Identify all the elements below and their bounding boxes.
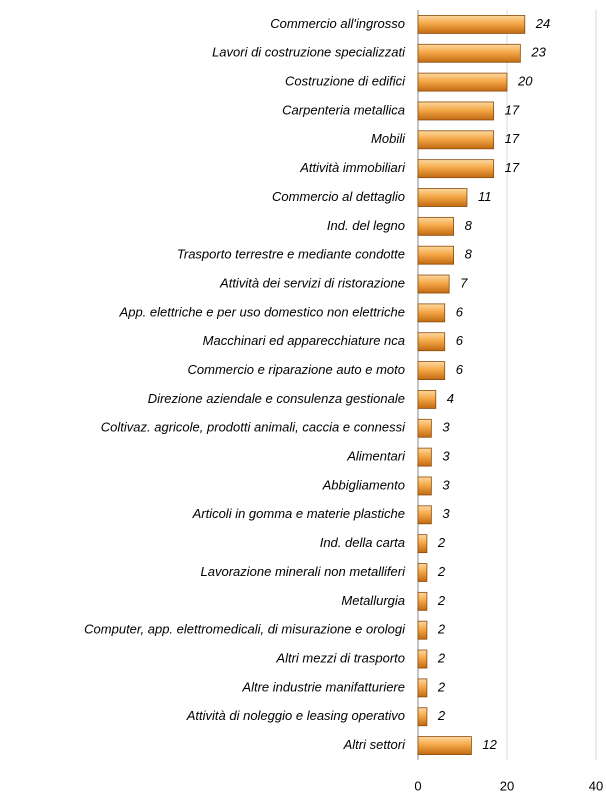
bar — [417, 649, 428, 669]
y-tick-label: Costruzione di edifici — [285, 74, 406, 89]
y-tick-label: Articoli in gomma e materie plastiche — [192, 506, 405, 521]
value-label: 2 — [437, 622, 446, 637]
bar — [417, 476, 432, 496]
value-label: 8 — [465, 247, 473, 262]
value-label: 2 — [437, 708, 446, 723]
y-tick-label: Altri settori — [343, 737, 407, 752]
y-tick-label: App. elettriche e per uso domestico non … — [119, 304, 405, 319]
bar — [417, 43, 521, 63]
x-tick-label: 40 — [589, 778, 603, 793]
y-tick-label: Altre industrie manifatturiere — [241, 679, 405, 694]
bar — [417, 620, 428, 640]
bar — [417, 736, 472, 755]
y-tick-label: Attività di noleggio e leasing operativo — [186, 708, 405, 723]
bar — [417, 505, 432, 525]
bar — [417, 72, 508, 92]
bar — [417, 216, 454, 236]
value-label: 7 — [460, 275, 468, 290]
y-tick-label: Computer, app. elettromedicali, di misur… — [84, 622, 406, 637]
bar — [417, 245, 454, 265]
y-tick-label: Mobili — [371, 131, 406, 146]
value-label: 2 — [437, 564, 446, 579]
y-tick-label: Trasporto terrestre e mediante condotte — [177, 247, 405, 262]
value-label: 17 — [505, 131, 520, 146]
y-tick-label: Commercio al dettaglio — [272, 189, 405, 204]
value-label: 2 — [437, 535, 446, 550]
bar — [417, 678, 428, 698]
bar — [417, 707, 428, 727]
bar — [417, 274, 450, 294]
value-label: 12 — [482, 737, 497, 752]
bar — [417, 563, 428, 582]
y-tick-label: Metallurgia — [341, 593, 405, 608]
value-label: 4 — [447, 391, 454, 406]
value-label: 2 — [437, 593, 446, 608]
bar — [417, 188, 468, 207]
y-tick-label: Ind. del legno — [327, 218, 405, 233]
y-tick-label: Lavorazione minerali non metalliferi — [201, 564, 407, 579]
x-tick-label: 20 — [500, 778, 514, 793]
bar — [417, 130, 495, 150]
value-label: 6 — [456, 362, 464, 377]
bar — [417, 101, 495, 121]
value-label: 23 — [530, 45, 546, 60]
value-label: 3 — [442, 477, 450, 492]
bar — [417, 390, 437, 409]
value-label: 2 — [437, 650, 446, 665]
y-tick-label: Carpenteria metallica — [282, 102, 405, 117]
bar — [417, 361, 446, 380]
bar — [417, 159, 495, 179]
value-label: 3 — [442, 506, 450, 521]
bar — [417, 303, 446, 323]
value-label: 11 — [478, 189, 492, 204]
value-label: 24 — [535, 16, 550, 31]
y-tick-label: Alimentari — [346, 449, 406, 464]
value-label: 20 — [517, 74, 533, 89]
value-label: 6 — [456, 333, 464, 348]
x-tick-label: 0 — [414, 778, 421, 793]
value-label: 3 — [442, 420, 450, 435]
bar — [417, 447, 432, 467]
y-tick-label: Coltivaz. agricole, prodotti animali, ca… — [101, 420, 406, 435]
bar — [417, 534, 428, 554]
value-label: 17 — [505, 102, 520, 117]
bar — [417, 591, 428, 611]
value-label: 17 — [505, 160, 520, 175]
y-tick-label: Commercio e riparazione auto e moto — [188, 362, 406, 377]
y-tick-label: Commercio all'ingrosso — [270, 16, 405, 31]
y-tick-label: Attività immobiliari — [299, 160, 406, 175]
value-label: 2 — [437, 679, 446, 694]
value-label: 6 — [456, 304, 464, 319]
bar — [417, 418, 432, 438]
y-tick-label: Direzione aziendale e consulenza gestion… — [148, 391, 405, 406]
value-label: 8 — [465, 218, 473, 233]
y-tick-label: Lavori di costruzione specializzati — [212, 45, 406, 60]
bar — [417, 332, 446, 352]
y-tick-label: Attività dei servizi di ristorazione — [219, 275, 405, 290]
bar — [417, 15, 526, 34]
y-tick-label: Macchinari ed apparecchiature nca — [203, 333, 405, 348]
y-tick-label: Abbigliamento — [322, 477, 405, 492]
value-label: 3 — [442, 449, 450, 464]
y-tick-label: Ind. della carta — [320, 535, 405, 550]
y-tick-label: Altri mezzi di trasporto — [275, 650, 405, 665]
